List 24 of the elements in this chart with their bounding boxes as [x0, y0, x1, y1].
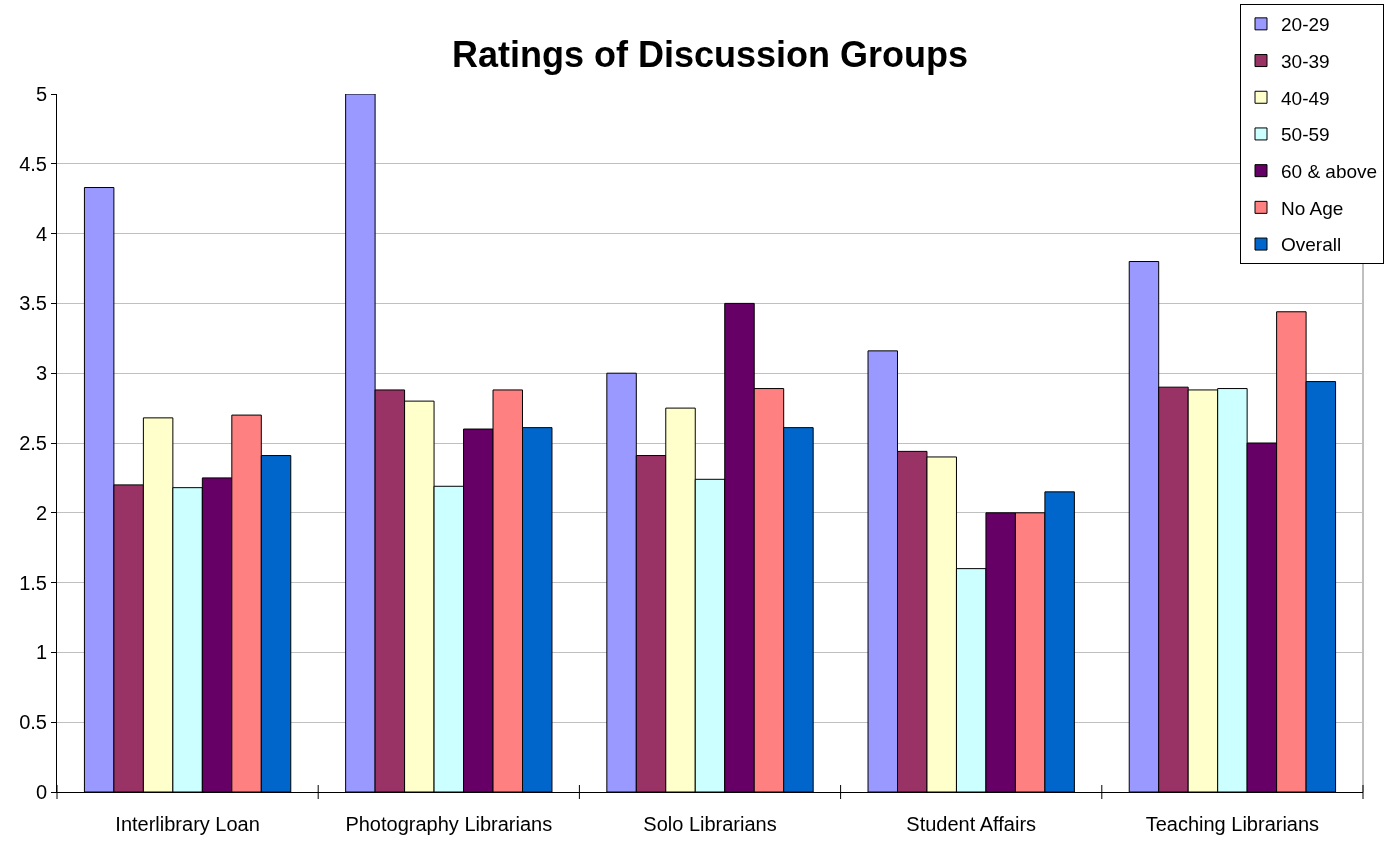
legend-label: 60 & above [1281, 161, 1378, 183]
x-tick-label: Teaching Librarians [1145, 813, 1320, 835]
x-tick-label: Interlibrary Loan [115, 813, 260, 835]
legend-label: No Age [1281, 197, 1344, 219]
y-tick-label: 5 [35, 83, 47, 105]
y-tick-label: 0.5 [19, 711, 47, 734]
y-tick-label: 4 [35, 222, 47, 245]
legend-label: 50-59 [1281, 124, 1330, 146]
legend-label: 20-29 [1281, 14, 1330, 36]
y-tick-label: 0 [35, 781, 47, 803]
y-tick-label: 2 [35, 501, 47, 524]
legend-label: 40-49 [1281, 87, 1330, 109]
y-tick-label: 4.5 [19, 152, 47, 175]
y-tick-label: 1.5 [19, 571, 47, 594]
y-tick-label: 2.5 [19, 432, 47, 454]
x-tick-label: Student Affairs [906, 813, 1037, 835]
y-tick-label: 3 [35, 362, 47, 385]
legend-label: 30-39 [1281, 50, 1330, 72]
chart-title: Ratings of Discussion Groups [451, 33, 969, 75]
y-tick-label: 1 [35, 641, 47, 664]
x-tick-label: Photography Librarians [345, 813, 553, 835]
y-tick-label: 3.5 [19, 292, 47, 315]
x-tick-label: Solo Librarians [643, 813, 777, 835]
legend-label: Overall [1281, 234, 1342, 256]
